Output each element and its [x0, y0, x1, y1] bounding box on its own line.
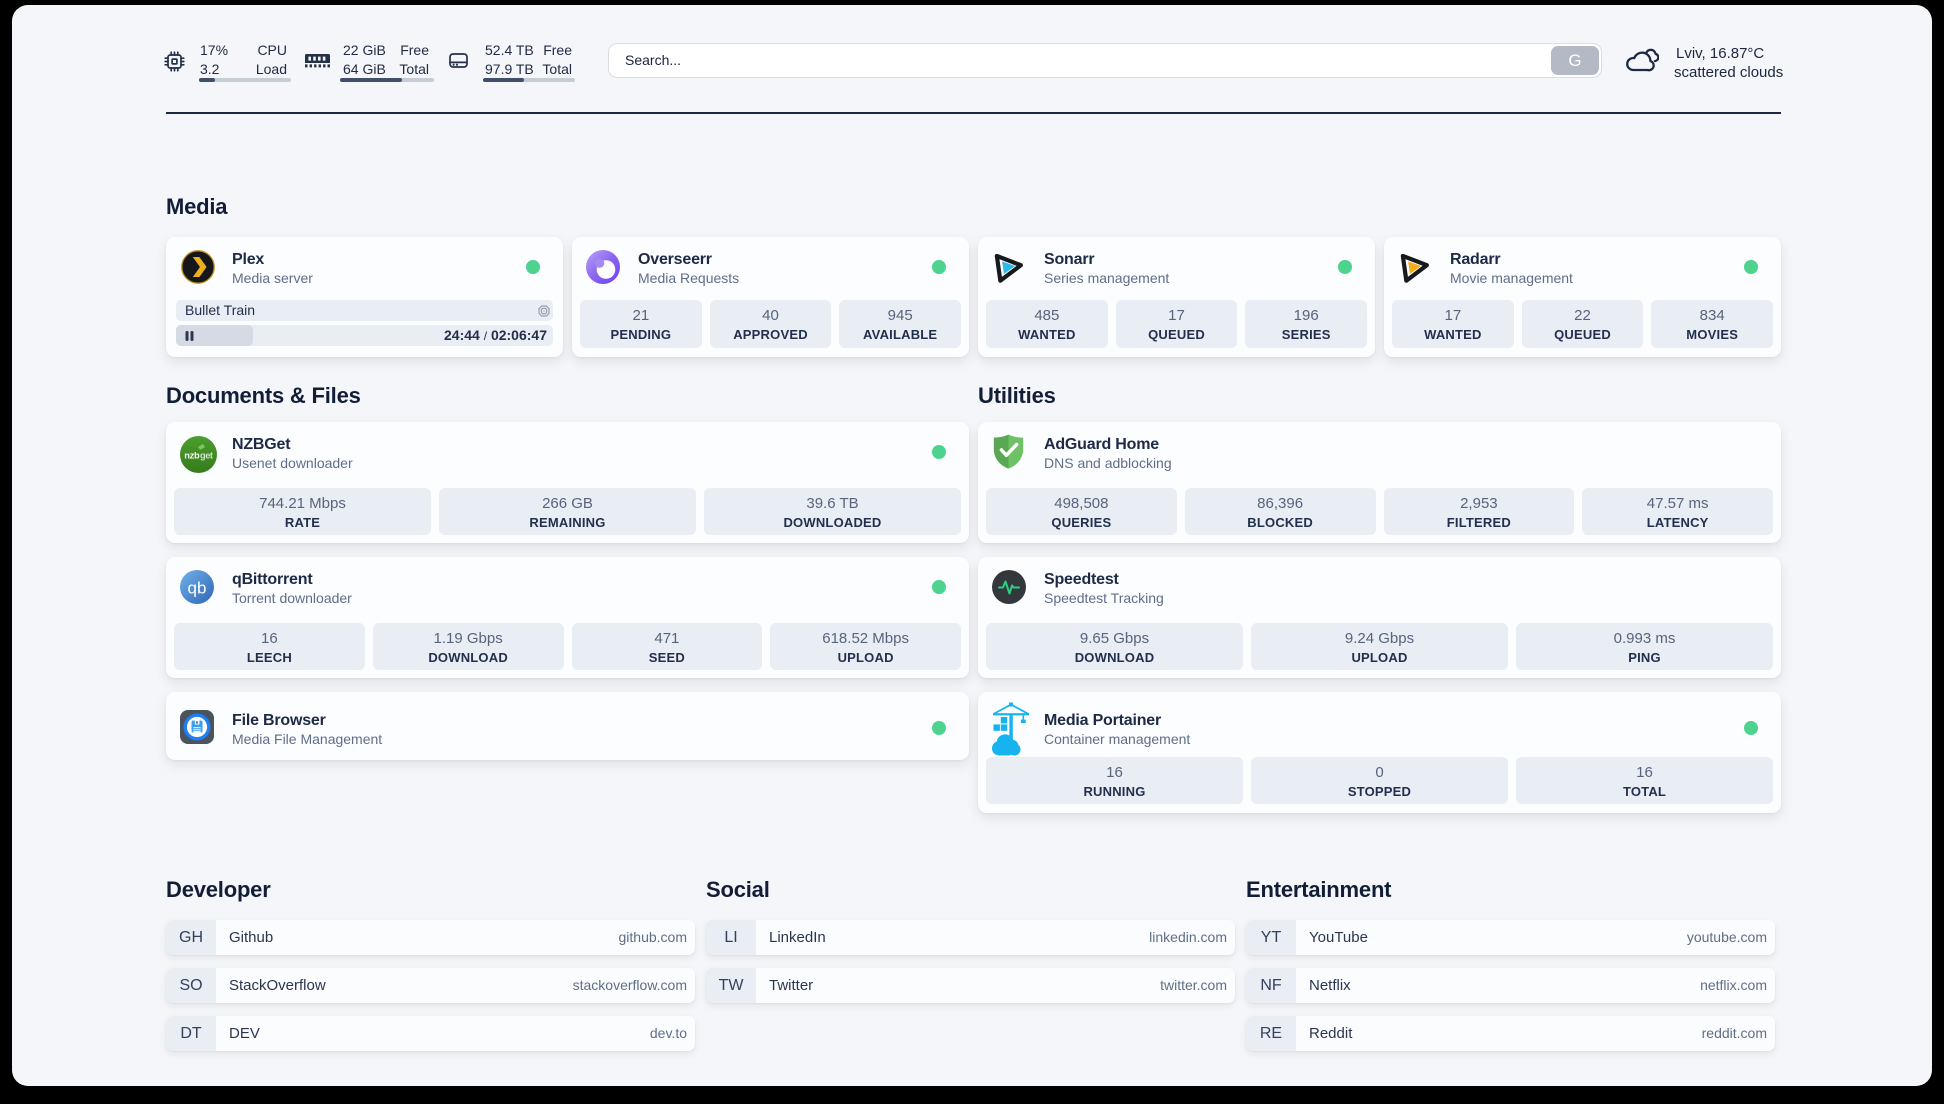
svg-text:get: get [200, 451, 213, 461]
svg-text:qb: qb [188, 579, 207, 598]
svg-text:nzb: nzb [184, 451, 200, 461]
